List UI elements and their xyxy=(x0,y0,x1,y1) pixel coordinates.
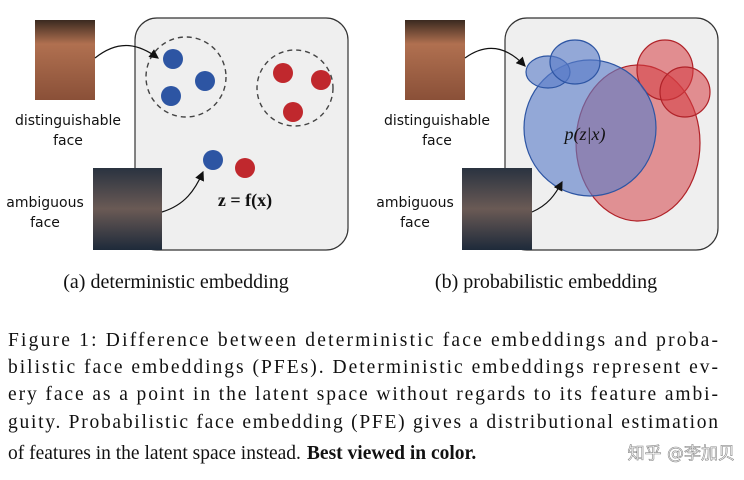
caption-line: Figure 1: Difference between determinist… xyxy=(8,330,718,351)
red-points xyxy=(235,63,331,178)
cluster xyxy=(145,36,227,118)
caption-line: guity. Probabilistic face embedding (PFE… xyxy=(8,412,718,433)
caption-text: of features in the latent space instead. xyxy=(8,443,301,464)
caption-line: bilistic face embeddings (PFEs). Determi… xyxy=(8,357,718,378)
caption-bold: Best viewed in color. xyxy=(307,443,476,464)
label: distinguishable xyxy=(15,113,121,129)
caption-line: ery face as a point in the latent space … xyxy=(8,384,718,405)
face-image xyxy=(35,20,95,100)
latent-space xyxy=(134,17,349,251)
arrow xyxy=(464,47,526,67)
panel-b: distinguishable face ambiguous face p(z|… xyxy=(376,17,719,293)
label: face xyxy=(422,133,452,149)
arrow xyxy=(94,44,159,59)
label: ambiguous xyxy=(376,195,454,211)
face-image xyxy=(405,20,465,100)
cluster xyxy=(256,49,334,127)
distributions xyxy=(523,39,711,222)
subcaption: (b) probabilistic embedding xyxy=(435,271,657,293)
caption-line: of features in the latent space instead.… xyxy=(8,443,476,464)
blue-points xyxy=(161,49,223,170)
arrow xyxy=(161,170,204,213)
formula: z = f(x) xyxy=(218,190,272,211)
face-image xyxy=(462,168,532,250)
label: distinguishable xyxy=(384,113,490,129)
watermark: 知乎 @李加贝 xyxy=(628,444,735,464)
label: ambiguous xyxy=(6,195,84,211)
label: face xyxy=(400,215,430,231)
face-image xyxy=(93,168,162,250)
label: face xyxy=(30,215,60,231)
arrow xyxy=(531,180,563,213)
subcaption: (a) deterministic embedding xyxy=(63,271,288,293)
caption: Figure 1: Difference between determinist… xyxy=(8,330,718,464)
panel-a: distinguishable face ambiguous face z = … xyxy=(6,17,349,293)
label: face xyxy=(53,133,83,149)
formula: p(z|x) xyxy=(563,124,606,145)
